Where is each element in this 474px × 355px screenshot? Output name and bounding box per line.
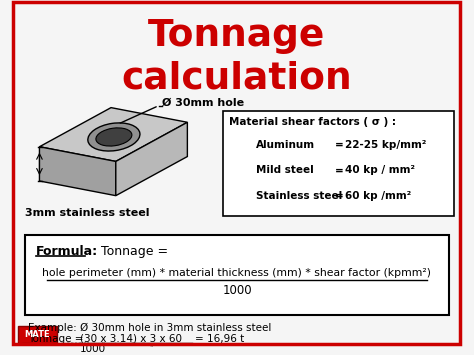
Text: Ø 30mm hole: Ø 30mm hole: [162, 98, 244, 108]
Text: 1000: 1000: [80, 344, 106, 354]
Polygon shape: [39, 108, 187, 162]
Text: Example: Ø 30mm hole in 3mm stainless steel: Example: Ø 30mm hole in 3mm stainless st…: [28, 323, 272, 333]
Text: Tonnage: Tonnage: [148, 18, 326, 54]
Ellipse shape: [88, 123, 140, 151]
Text: Formula:: Formula:: [36, 245, 98, 258]
Text: 60 kp /mm²: 60 kp /mm²: [345, 191, 411, 201]
Text: MATE: MATE: [25, 330, 50, 339]
Text: 1000: 1000: [222, 284, 252, 297]
Text: (30 x 3.14) x 3 x 60: (30 x 3.14) x 3 x 60: [80, 334, 182, 344]
Text: 3mm stainless steel: 3mm stainless steel: [25, 208, 150, 218]
Text: Stainless steel: Stainless steel: [256, 191, 342, 201]
Text: =: =: [335, 165, 344, 175]
Text: Material shear factors ( σ ) :: Material shear factors ( σ ) :: [229, 118, 396, 127]
FancyBboxPatch shape: [25, 235, 449, 315]
Text: = 16,96 t: = 16,96 t: [195, 334, 244, 344]
Text: hole perimeter (mm) * material thickness (mm) * shear factor (kpmm²): hole perimeter (mm) * material thickness…: [43, 268, 431, 278]
FancyBboxPatch shape: [18, 326, 56, 343]
Text: Mild steel: Mild steel: [256, 165, 314, 175]
Text: 22-25 kp/mm²: 22-25 kp/mm²: [345, 140, 426, 150]
Polygon shape: [39, 147, 116, 196]
Text: =: =: [335, 140, 344, 150]
FancyBboxPatch shape: [223, 110, 454, 216]
Text: calculation: calculation: [122, 61, 352, 97]
Polygon shape: [116, 122, 187, 196]
Text: ©2008 Mate Precision Tooling: ©2008 Mate Precision Tooling: [61, 342, 154, 347]
Text: Tonnage =: Tonnage =: [28, 334, 87, 344]
Text: 40 kp / mm²: 40 kp / mm²: [345, 165, 415, 175]
Text: Tonnage =: Tonnage =: [101, 245, 169, 258]
Text: =: =: [335, 191, 344, 201]
Text: Aluminum: Aluminum: [256, 140, 315, 150]
Ellipse shape: [96, 128, 132, 146]
